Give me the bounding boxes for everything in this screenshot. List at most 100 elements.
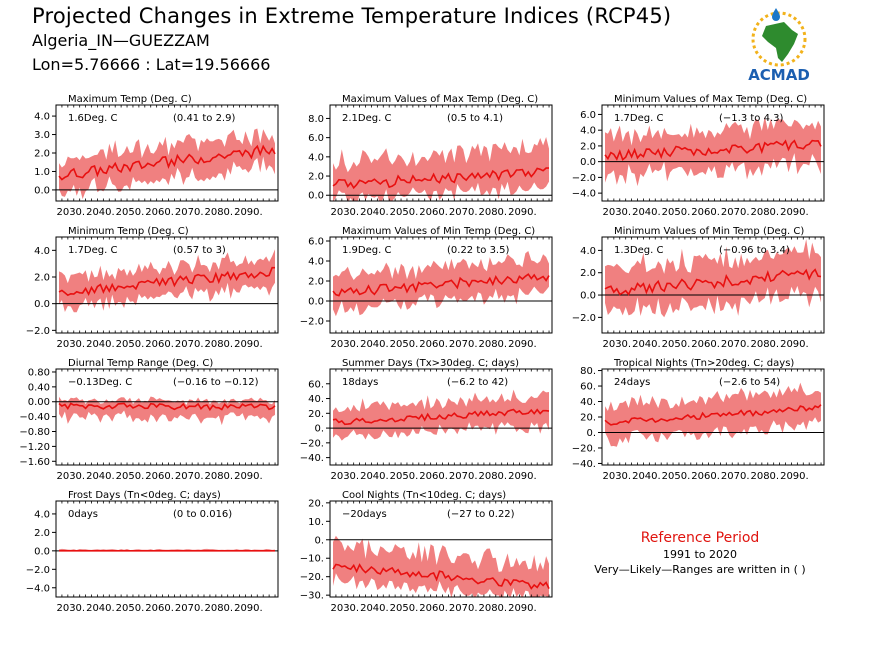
likely-range-band bbox=[333, 137, 549, 201]
x-tick-label: 2060. bbox=[419, 339, 448, 350]
x-tick-label: 2080. bbox=[204, 339, 233, 350]
x-tick-label: 2050. bbox=[116, 339, 145, 350]
chart-range-text: (−6.2 to 42) bbox=[447, 377, 508, 388]
x-tick-label: 2050. bbox=[116, 603, 145, 614]
y-tick-label: 80. bbox=[580, 366, 596, 377]
chart-value-text: 1.9Deg. C bbox=[342, 245, 391, 256]
chart-title: Maximum Temp (Deg. C) bbox=[68, 94, 192, 105]
chart-plot-area bbox=[330, 137, 552, 201]
chart-plot-area bbox=[330, 251, 552, 317]
likely-range-band bbox=[605, 239, 821, 318]
chart-value-text: 0days bbox=[68, 509, 98, 520]
logo-graphic: ACMAD bbox=[748, 8, 810, 84]
chart-title: Minimum Values of Max Temp (Deg. C) bbox=[614, 94, 807, 105]
chart-frame bbox=[601, 104, 825, 202]
logo-sun-rays bbox=[751, 11, 807, 67]
x-tick-label: 2040. bbox=[360, 207, 389, 218]
y-tick-label: 8.0 bbox=[308, 114, 324, 125]
x-tick-label: 2060. bbox=[691, 339, 720, 350]
chart-frame bbox=[329, 368, 553, 466]
chart-value-text: 24days bbox=[614, 377, 650, 388]
y-tick-label: −2.0 bbox=[572, 313, 596, 324]
x-tick-label: 2030. bbox=[56, 207, 85, 218]
chart-value-text: −0.13Deg. C bbox=[68, 377, 132, 388]
x-tick-label: 2040. bbox=[86, 207, 115, 218]
chart-value-text: 1.7Deg. C bbox=[614, 113, 663, 124]
median-series-line bbox=[604, 404, 822, 426]
y-tick-label: 4.0 bbox=[580, 246, 596, 257]
x-tick-label: 2080. bbox=[478, 471, 507, 482]
y-tick-label: 6.0 bbox=[308, 237, 324, 248]
x-tick-label: 2090. bbox=[508, 603, 537, 614]
x-tick-label: 2050. bbox=[662, 207, 691, 218]
y-tick-label: −20. bbox=[300, 572, 324, 583]
chart-panel: −4.0 −2.0 0.0 2.0 4.0 6.0 2030. 2040. 2050. 2060.… bbox=[572, 94, 825, 218]
x-tick-label: 2090. bbox=[234, 339, 263, 350]
chart-plot-area bbox=[330, 535, 552, 597]
x-tick-label: 2040. bbox=[632, 207, 661, 218]
median-series-line bbox=[332, 167, 550, 190]
chart-plot-area bbox=[602, 116, 824, 187]
chart-range-text: (−0.96 to 3.4) bbox=[719, 245, 790, 256]
y-tick-label: 6.0 bbox=[308, 133, 324, 144]
x-tick-label: 2040. bbox=[360, 603, 389, 614]
x-tick-label: 2080. bbox=[750, 471, 779, 482]
y-tick-label: −20. bbox=[300, 438, 324, 449]
chart-panel: −2.0 0.0 2.0 4.0 6.0 2030. 2040. 2050. 2060. 2070… bbox=[300, 226, 553, 350]
chart-frame bbox=[55, 236, 279, 334]
chart-frame bbox=[329, 104, 553, 202]
chart-frame bbox=[329, 500, 553, 598]
y-tick-label: −40. bbox=[300, 453, 324, 464]
x-tick-label: 2090. bbox=[508, 339, 537, 350]
x-tick-label: 2080. bbox=[204, 207, 233, 218]
y-tick-label: 2.0 bbox=[580, 141, 596, 152]
y-tick-label: 0.0 bbox=[34, 299, 50, 310]
median-series-line bbox=[604, 139, 822, 161]
chart-frame bbox=[55, 500, 279, 598]
y-tick-label: 4.0 bbox=[308, 257, 324, 268]
x-tick-label: 2060. bbox=[145, 471, 174, 482]
y-tick-label: −10. bbox=[300, 554, 324, 565]
y-tick-label: −4.0 bbox=[26, 583, 50, 594]
x-tick-label: 2060. bbox=[419, 471, 448, 482]
x-tick-label: 2080. bbox=[204, 471, 233, 482]
x-tick-label: 2040. bbox=[360, 471, 389, 482]
location-text: Lon=5.76666 : Lat=19.56666 bbox=[32, 55, 271, 74]
y-tick-label: 6.0 bbox=[580, 110, 596, 121]
x-tick-label: 2050. bbox=[390, 339, 419, 350]
chart-panel: −40. −20. 0. 20. 40. 60. 80. 2030. 2040. 2050. 206… bbox=[572, 358, 825, 482]
x-tick-label: 2060. bbox=[145, 603, 174, 614]
y-tick-label: 60. bbox=[308, 379, 324, 390]
y-tick-label: 0.00 bbox=[28, 397, 50, 408]
x-tick-label: 2070. bbox=[449, 339, 478, 350]
chart-panel: 0.0 1.0 2.0 3.0 4.0 2030. 2040. 2050. 2060. 2070.… bbox=[34, 94, 279, 218]
chart-value-text: 1.6Deg. C bbox=[68, 113, 117, 124]
x-tick-label: 2070. bbox=[721, 471, 750, 482]
africa-map-logo: ACMAD bbox=[736, 6, 822, 84]
chart-title: Minimum Values of Min Temp (Deg. C) bbox=[614, 226, 804, 237]
likely-range-band bbox=[605, 382, 821, 447]
x-tick-label: 2030. bbox=[56, 603, 85, 614]
x-tick-label: 2050. bbox=[116, 207, 145, 218]
reference-period-note: Very—Likely—Ranges are written in ( ) bbox=[594, 563, 806, 576]
y-tick-label: 2.0 bbox=[34, 528, 50, 539]
x-tick-label: 2050. bbox=[662, 471, 691, 482]
y-tick-label: 0.0 bbox=[580, 291, 596, 302]
reference-period-block: Reference Period 1991 to 2020 Very—Likel… bbox=[580, 530, 820, 576]
chart-title: Maximum Values of Max Temp (Deg. C) bbox=[342, 94, 538, 105]
y-tick-label: 0.40 bbox=[28, 382, 50, 393]
median-series-line bbox=[332, 408, 550, 426]
y-tick-label: −2.0 bbox=[572, 173, 596, 184]
chart-value-text: 18days bbox=[342, 377, 378, 388]
x-tick-label: 2090. bbox=[780, 207, 809, 218]
x-tick-label: 2050. bbox=[116, 471, 145, 482]
y-tick-label: 10. bbox=[308, 517, 324, 528]
y-tick-label: −20. bbox=[572, 443, 596, 454]
likely-range-band bbox=[333, 535, 549, 597]
chart-title: Cool Nights (Tn<10deg. C; days) bbox=[342, 490, 506, 501]
x-tick-label: 2030. bbox=[330, 471, 359, 482]
y-tick-label: 2.0 bbox=[308, 172, 324, 183]
x-tick-label: 2080. bbox=[750, 339, 779, 350]
x-tick-label: 2080. bbox=[478, 603, 507, 614]
